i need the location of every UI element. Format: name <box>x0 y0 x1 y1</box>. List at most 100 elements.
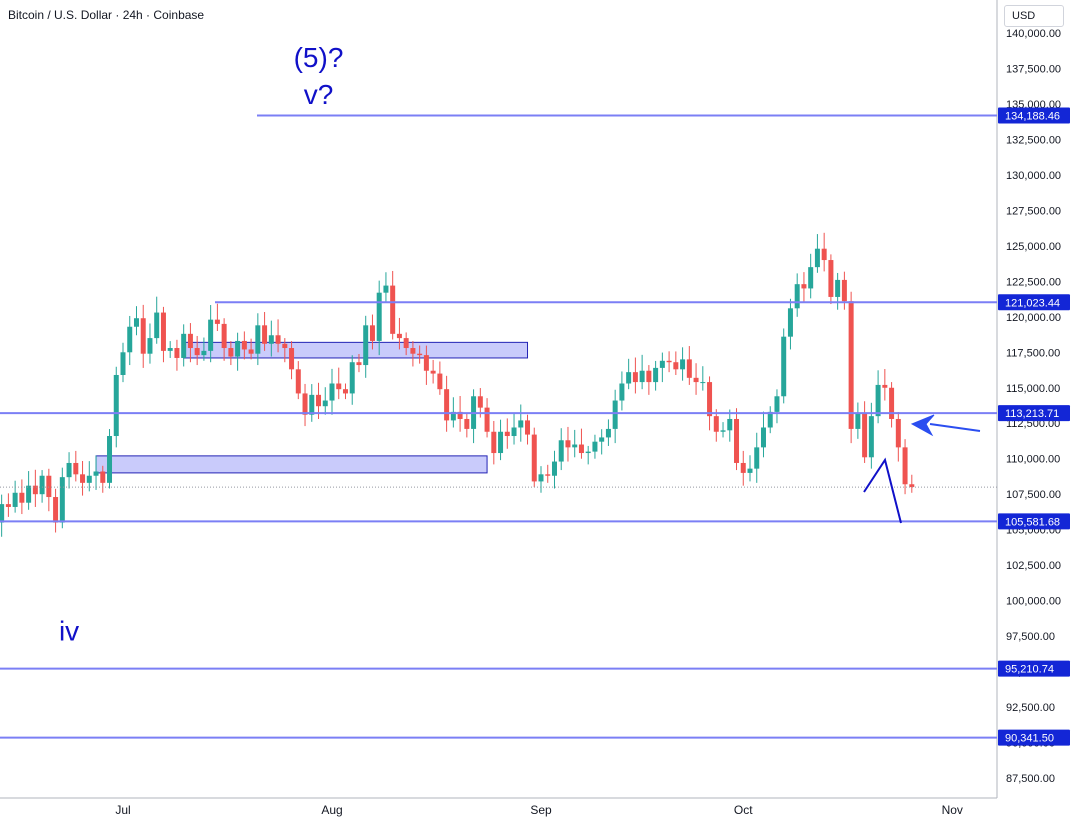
candle-body <box>167 348 173 351</box>
candle-body <box>295 369 301 394</box>
candle-body <box>653 367 659 383</box>
candle-body <box>700 382 706 384</box>
candle-body <box>282 343 288 349</box>
candle-body <box>855 413 861 429</box>
level-price-label: 134,188.46 <box>1005 110 1060 122</box>
level-price-tag <box>998 660 1070 677</box>
candle-body <box>437 373 443 390</box>
candle-body <box>504 431 510 437</box>
candle-body <box>309 394 315 415</box>
candle-body <box>693 377 699 383</box>
candle-body <box>120 352 126 375</box>
candle-body <box>862 413 868 458</box>
candle-body <box>19 492 25 503</box>
candle-body <box>289 348 295 370</box>
candle-body <box>322 400 328 407</box>
level-price-label: 95,210.74 <box>1005 664 1054 676</box>
x-tick-label: Sep <box>530 803 552 817</box>
candle-body <box>100 471 106 483</box>
candle-body <box>585 451 591 454</box>
candle-body <box>396 333 402 339</box>
candle-body <box>255 325 261 354</box>
candle-body <box>680 359 686 370</box>
projection-path <box>863 457 902 524</box>
y-tick-label: 122,500.00 <box>1006 276 1061 288</box>
level-price-label: 90,341.50 <box>1005 733 1054 745</box>
candle-body <box>578 444 584 454</box>
candle-body <box>181 333 187 358</box>
candle-body <box>113 374 119 437</box>
y-tick-label: 130,000.00 <box>1006 170 1061 182</box>
candle-body <box>558 440 564 462</box>
candle-body <box>383 285 389 293</box>
candle-body <box>403 338 409 349</box>
candle-body <box>727 418 733 431</box>
candle-body <box>12 492 18 507</box>
arrow-head <box>910 414 935 437</box>
candle-body <box>895 418 901 448</box>
candle-body <box>734 418 740 463</box>
candle-body <box>417 353 423 356</box>
candle-body <box>32 485 38 495</box>
y-tick-label: 102,500.00 <box>1006 560 1061 572</box>
candle-body <box>66 462 72 478</box>
candle-body <box>498 431 504 454</box>
candle-body <box>201 350 207 356</box>
candle-body <box>902 447 908 485</box>
candle-body <box>26 485 32 503</box>
candle-body <box>262 325 268 344</box>
y-tick-label: 107,500.00 <box>1006 489 1061 501</box>
candle-body <box>194 348 200 356</box>
candle-body <box>363 325 369 366</box>
candle-body <box>107 436 113 483</box>
candle-body <box>740 462 746 473</box>
candle-body <box>707 382 713 417</box>
candle-body <box>545 474 551 476</box>
candle-body <box>821 248 827 261</box>
candle-body <box>484 407 490 432</box>
candle-body <box>59 477 65 523</box>
y-tick-label: 140,000.00 <box>1006 28 1061 40</box>
x-tick-label: Nov <box>942 803 963 817</box>
candle-body <box>639 370 645 383</box>
y-tick-label: 127,500.00 <box>1006 205 1061 217</box>
arrow-shaft <box>929 423 981 432</box>
candle-body <box>5 504 11 507</box>
candle-body <box>720 430 726 432</box>
candle-body <box>214 319 220 324</box>
level-price-label: 113,213.71 <box>1005 408 1059 420</box>
candle-body <box>208 319 214 351</box>
x-tick-label: Oct <box>734 803 753 817</box>
level-price-tag <box>998 513 1070 530</box>
y-tick-label: 137,500.00 <box>1006 63 1061 75</box>
y-tick-label: 110,000.00 <box>1006 454 1060 466</box>
candle-body <box>747 468 753 473</box>
candle-body <box>349 362 355 394</box>
candle-body <box>835 279 841 297</box>
x-tick-label: Jul <box>115 803 130 817</box>
candle-body <box>457 411 463 419</box>
candle-body <box>551 461 557 476</box>
candle-body <box>316 394 322 407</box>
currency-button[interactable]: USD <box>1004 5 1064 27</box>
candle-body <box>221 323 227 349</box>
candle-body <box>174 348 180 358</box>
candle-body <box>491 431 497 454</box>
candle-body <box>605 428 611 438</box>
candle-body <box>774 396 780 412</box>
candle-body <box>538 474 544 482</box>
candle-body <box>39 475 45 495</box>
candle-body <box>814 248 820 268</box>
candle-body <box>673 362 679 370</box>
candle-body <box>713 416 719 432</box>
wave-label: iv <box>59 615 79 646</box>
candle-body <box>781 336 787 397</box>
candle-body <box>632 372 638 383</box>
level-price-label: 105,581.68 <box>1005 516 1060 528</box>
y-tick-label: 112,500.00 <box>1006 418 1060 430</box>
symbol-title: Bitcoin / U.S. Dollar · 24h · Coinbase <box>8 8 205 22</box>
candle-body <box>572 444 578 448</box>
candle-body <box>376 292 382 341</box>
candle-body <box>160 312 166 351</box>
